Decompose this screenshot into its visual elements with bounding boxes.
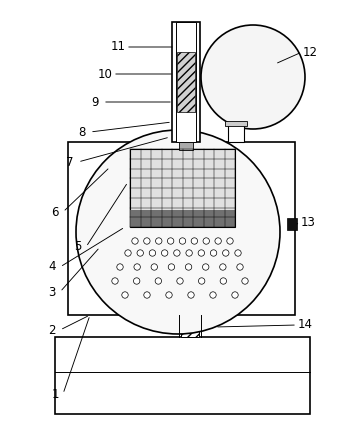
Bar	[55, 337, 310, 414]
Text: 4: 4	[48, 260, 56, 273]
Circle shape	[137, 250, 144, 256]
Circle shape	[134, 278, 140, 284]
Text: 8: 8	[78, 125, 86, 138]
Circle shape	[168, 264, 175, 270]
Circle shape	[149, 250, 156, 256]
Bar	[225, 121, 247, 126]
Text: 10: 10	[97, 68, 112, 81]
Circle shape	[227, 238, 233, 244]
Circle shape	[191, 238, 197, 244]
Circle shape	[232, 292, 238, 298]
Circle shape	[144, 238, 150, 244]
Circle shape	[179, 238, 186, 244]
Circle shape	[203, 238, 210, 244]
Circle shape	[112, 278, 118, 284]
Bar	[68, 142, 295, 315]
Circle shape	[177, 278, 183, 284]
Text: 14: 14	[297, 319, 312, 332]
Circle shape	[186, 250, 192, 256]
Circle shape	[220, 264, 226, 270]
Circle shape	[215, 238, 221, 244]
Circle shape	[185, 264, 192, 270]
Circle shape	[237, 264, 243, 270]
Circle shape	[76, 130, 280, 334]
Bar	[130, 210, 235, 227]
Circle shape	[242, 278, 248, 284]
Circle shape	[155, 278, 161, 284]
Bar	[228, 124, 244, 142]
Circle shape	[161, 250, 168, 256]
Circle shape	[134, 264, 140, 270]
Text: 7: 7	[66, 155, 74, 168]
Text: 11: 11	[111, 41, 126, 54]
Circle shape	[122, 292, 128, 298]
Circle shape	[151, 264, 157, 270]
Circle shape	[132, 238, 138, 244]
Circle shape	[210, 250, 217, 256]
Circle shape	[125, 250, 131, 256]
Text: 9: 9	[91, 95, 99, 108]
Text: 5: 5	[74, 241, 82, 254]
Bar	[177, 52, 195, 112]
Text: 2: 2	[48, 324, 56, 336]
Circle shape	[235, 250, 241, 256]
Text: 13: 13	[301, 216, 316, 228]
Circle shape	[210, 292, 216, 298]
Circle shape	[220, 278, 227, 284]
Bar	[179, 142, 193, 150]
Circle shape	[198, 250, 205, 256]
Bar	[176, 22, 196, 142]
Circle shape	[202, 264, 209, 270]
Circle shape	[167, 238, 174, 244]
Circle shape	[117, 264, 123, 270]
Text: 6: 6	[51, 206, 59, 219]
Bar	[181, 324, 199, 337]
Bar	[172, 22, 200, 142]
Circle shape	[156, 238, 162, 244]
Circle shape	[166, 292, 172, 298]
Circle shape	[201, 25, 305, 129]
Circle shape	[174, 250, 180, 256]
Text: 3: 3	[48, 286, 56, 298]
Bar	[287, 218, 297, 230]
Text: 12: 12	[302, 46, 317, 59]
Bar	[130, 149, 235, 227]
Circle shape	[198, 278, 205, 284]
Circle shape	[188, 292, 194, 298]
Circle shape	[144, 292, 150, 298]
Text: 1: 1	[51, 387, 59, 400]
Circle shape	[222, 250, 229, 256]
